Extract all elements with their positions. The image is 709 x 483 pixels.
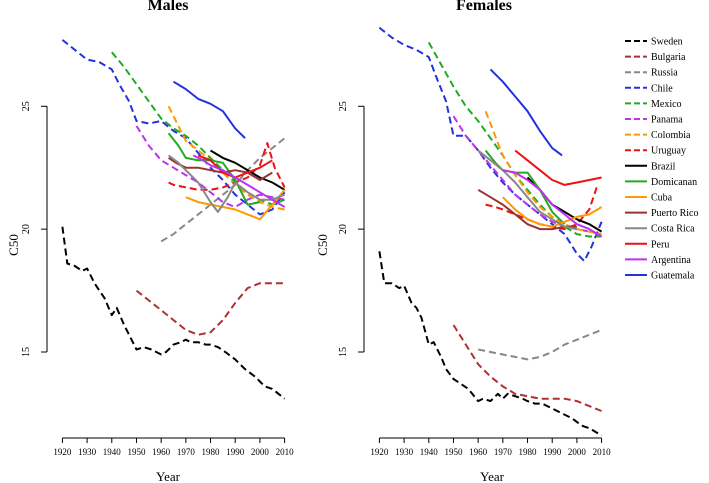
legend-label: Cuba — [651, 193, 673, 204]
legend-label: Sweden — [651, 37, 683, 48]
x-tick-label: 1940 — [103, 447, 122, 457]
legend-item: Uruguay — [625, 146, 686, 157]
y-axis-label: C50 — [6, 234, 21, 256]
legend-item: Guatemala — [625, 271, 695, 282]
x-tick-label: 2000 — [568, 447, 587, 457]
series-line-sweden — [61, 226, 286, 400]
y-tick-label: 25 — [21, 101, 32, 111]
y-tick-label: 25 — [338, 101, 349, 111]
panel-title: Females — [456, 0, 512, 14]
legend-item: Sweden — [625, 37, 683, 48]
x-tick-label: 1970 — [494, 447, 513, 457]
series-line-costa-rica — [477, 149, 578, 231]
x-tick-label: 1920 — [370, 447, 389, 457]
x-axis-label: Year — [156, 469, 181, 483]
legend-item: Peru — [625, 239, 669, 250]
series-line-russia — [478, 328, 602, 361]
x-axis: 1920 1930 1940 1950 1960 1970 1980 1990 2000 2010 — [370, 437, 612, 457]
y-axis-label: C50 — [315, 234, 330, 256]
x-tick-label: 1920 — [53, 447, 72, 457]
x-axis-label: Year — [480, 469, 505, 483]
y-tick-label: 15 — [21, 347, 32, 357]
panel-title: Males — [148, 0, 189, 14]
series-line-bulgaria — [135, 282, 285, 336]
series-line-chile — [378, 26, 603, 263]
series-line-domicanan — [484, 149, 566, 225]
series-line-colombia — [484, 110, 602, 236]
legend-label: Guatemala — [651, 271, 695, 282]
series-line-chile — [61, 39, 286, 216]
y-tick-label: 15 — [338, 347, 349, 357]
legend-label: Puerto Rico — [651, 208, 699, 219]
legend-label: Domicanan — [651, 177, 697, 188]
series-line-brazil — [209, 149, 286, 191]
legend-label: Chile — [651, 83, 673, 94]
series-line-puerto-rico — [477, 188, 577, 231]
series-line-uruguay — [168, 142, 286, 191]
x-tick-label: 1980 — [519, 447, 538, 457]
legend-label: Peru — [651, 239, 669, 250]
series-group — [61, 39, 286, 400]
legend-item: Brazil — [625, 161, 676, 172]
x-tick-label: 1930 — [395, 447, 414, 457]
series-line-argentina — [502, 169, 603, 238]
legend-label: Argentina — [651, 255, 691, 266]
series-line-sweden — [378, 251, 603, 437]
legend-item: Costa Rica — [625, 224, 695, 235]
y-tick-label: 20 — [338, 224, 349, 234]
legend-item: Bulgaria — [625, 52, 686, 63]
x-axis: 1920 1930 1940 1950 1960 1970 1980 1990 2000 2010 — [53, 437, 295, 457]
legend-item: Puerto Rico — [625, 208, 699, 219]
series-line-argentina — [192, 154, 286, 208]
legend-item: Cuba — [625, 193, 673, 204]
legend-item: Russia — [625, 68, 678, 79]
series-line-guatemala — [489, 68, 563, 157]
legend-label: Bulgaria — [651, 52, 686, 63]
x-tick-label: 1990 — [543, 447, 562, 457]
x-tick-label: 2000 — [251, 447, 270, 457]
legend-item: Chile — [625, 83, 673, 94]
legend-label: Russia — [651, 68, 678, 79]
x-tick-label: 1930 — [78, 447, 97, 457]
series-line-cuba — [185, 189, 286, 221]
x-tick-label: 1940 — [420, 447, 439, 457]
legend-label: Costa Rica — [651, 224, 695, 235]
series-line-bulgaria — [452, 324, 602, 412]
legend-label: Mexico — [651, 99, 682, 110]
x-tick-label: 1980 — [202, 447, 221, 457]
series-line-mexico — [111, 51, 285, 206]
x-tick-label: 1950 — [444, 447, 463, 457]
y-axis: 15 20 25 — [338, 101, 365, 357]
x-tick-label: 2010 — [276, 447, 295, 457]
series-line-mexico — [427, 41, 602, 238]
legend-label: Brazil — [651, 161, 676, 172]
series-group — [378, 26, 603, 437]
legend-item: Argentina — [625, 255, 691, 266]
legend-label: Colombia — [651, 130, 691, 141]
legend-label: Panama — [651, 115, 683, 126]
series-line-costa-rica — [167, 154, 285, 213]
panel-males: Males Year C50 15 20 25 1920 1930 1940 1950 196… — [6, 0, 294, 483]
legend-label: Uruguay — [651, 146, 686, 157]
legend-item: Mexico — [625, 99, 682, 110]
legend-item: Domicanan — [625, 177, 697, 188]
x-tick-label: 1960 — [469, 447, 488, 457]
legend-item: Panama — [625, 115, 683, 126]
series-line-guatemala — [172, 80, 246, 139]
series-line-peru — [514, 149, 602, 186]
x-tick-label: 1990 — [226, 447, 245, 457]
series-line-cuba — [502, 196, 603, 228]
x-tick-label: 1960 — [152, 447, 171, 457]
legend: Sweden Bulgaria Russia Chile Mexico Panama Col… — [625, 37, 699, 282]
x-tick-label: 1970 — [177, 447, 196, 457]
x-tick-label: 2010 — [593, 447, 612, 457]
x-tick-label: 1950 — [127, 447, 146, 457]
series-line-russia — [160, 137, 286, 243]
y-axis: 15 20 25 — [21, 101, 48, 357]
series-line-panama — [135, 125, 285, 208]
legend-item: Colombia — [625, 130, 691, 141]
y-tick-label: 20 — [21, 224, 32, 234]
